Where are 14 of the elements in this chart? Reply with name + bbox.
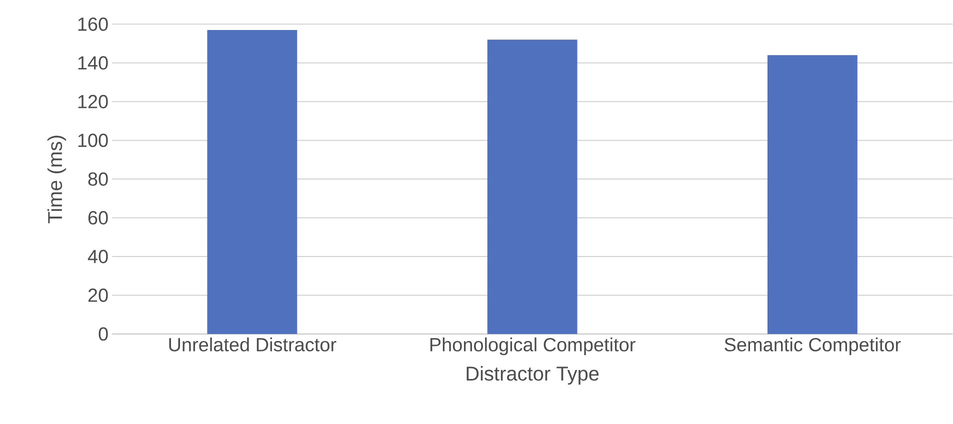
y-tick-label: 40 [88, 250, 108, 264]
y-tick-label: 100 [78, 134, 108, 148]
y-tick-label: 20 [88, 288, 108, 302]
y-tick-label: 0 [98, 327, 108, 341]
y-tick-label: 160 [78, 17, 108, 31]
x-tick-label: Semantic Competitor [724, 337, 901, 356]
y-axis-title: Time (ms) [47, 136, 66, 224]
x-axis-title: Distractor Type [466, 366, 599, 385]
y-tick-label: 60 [88, 211, 108, 224]
y-tick-label: 140 [78, 56, 108, 70]
y-tick-label: 120 [78, 94, 108, 108]
x-tick-label: Unrelated Distractor [169, 337, 336, 352]
y-tick-label: 80 [88, 172, 108, 186]
x-tick-label: Phonological Competitor [430, 337, 636, 356]
